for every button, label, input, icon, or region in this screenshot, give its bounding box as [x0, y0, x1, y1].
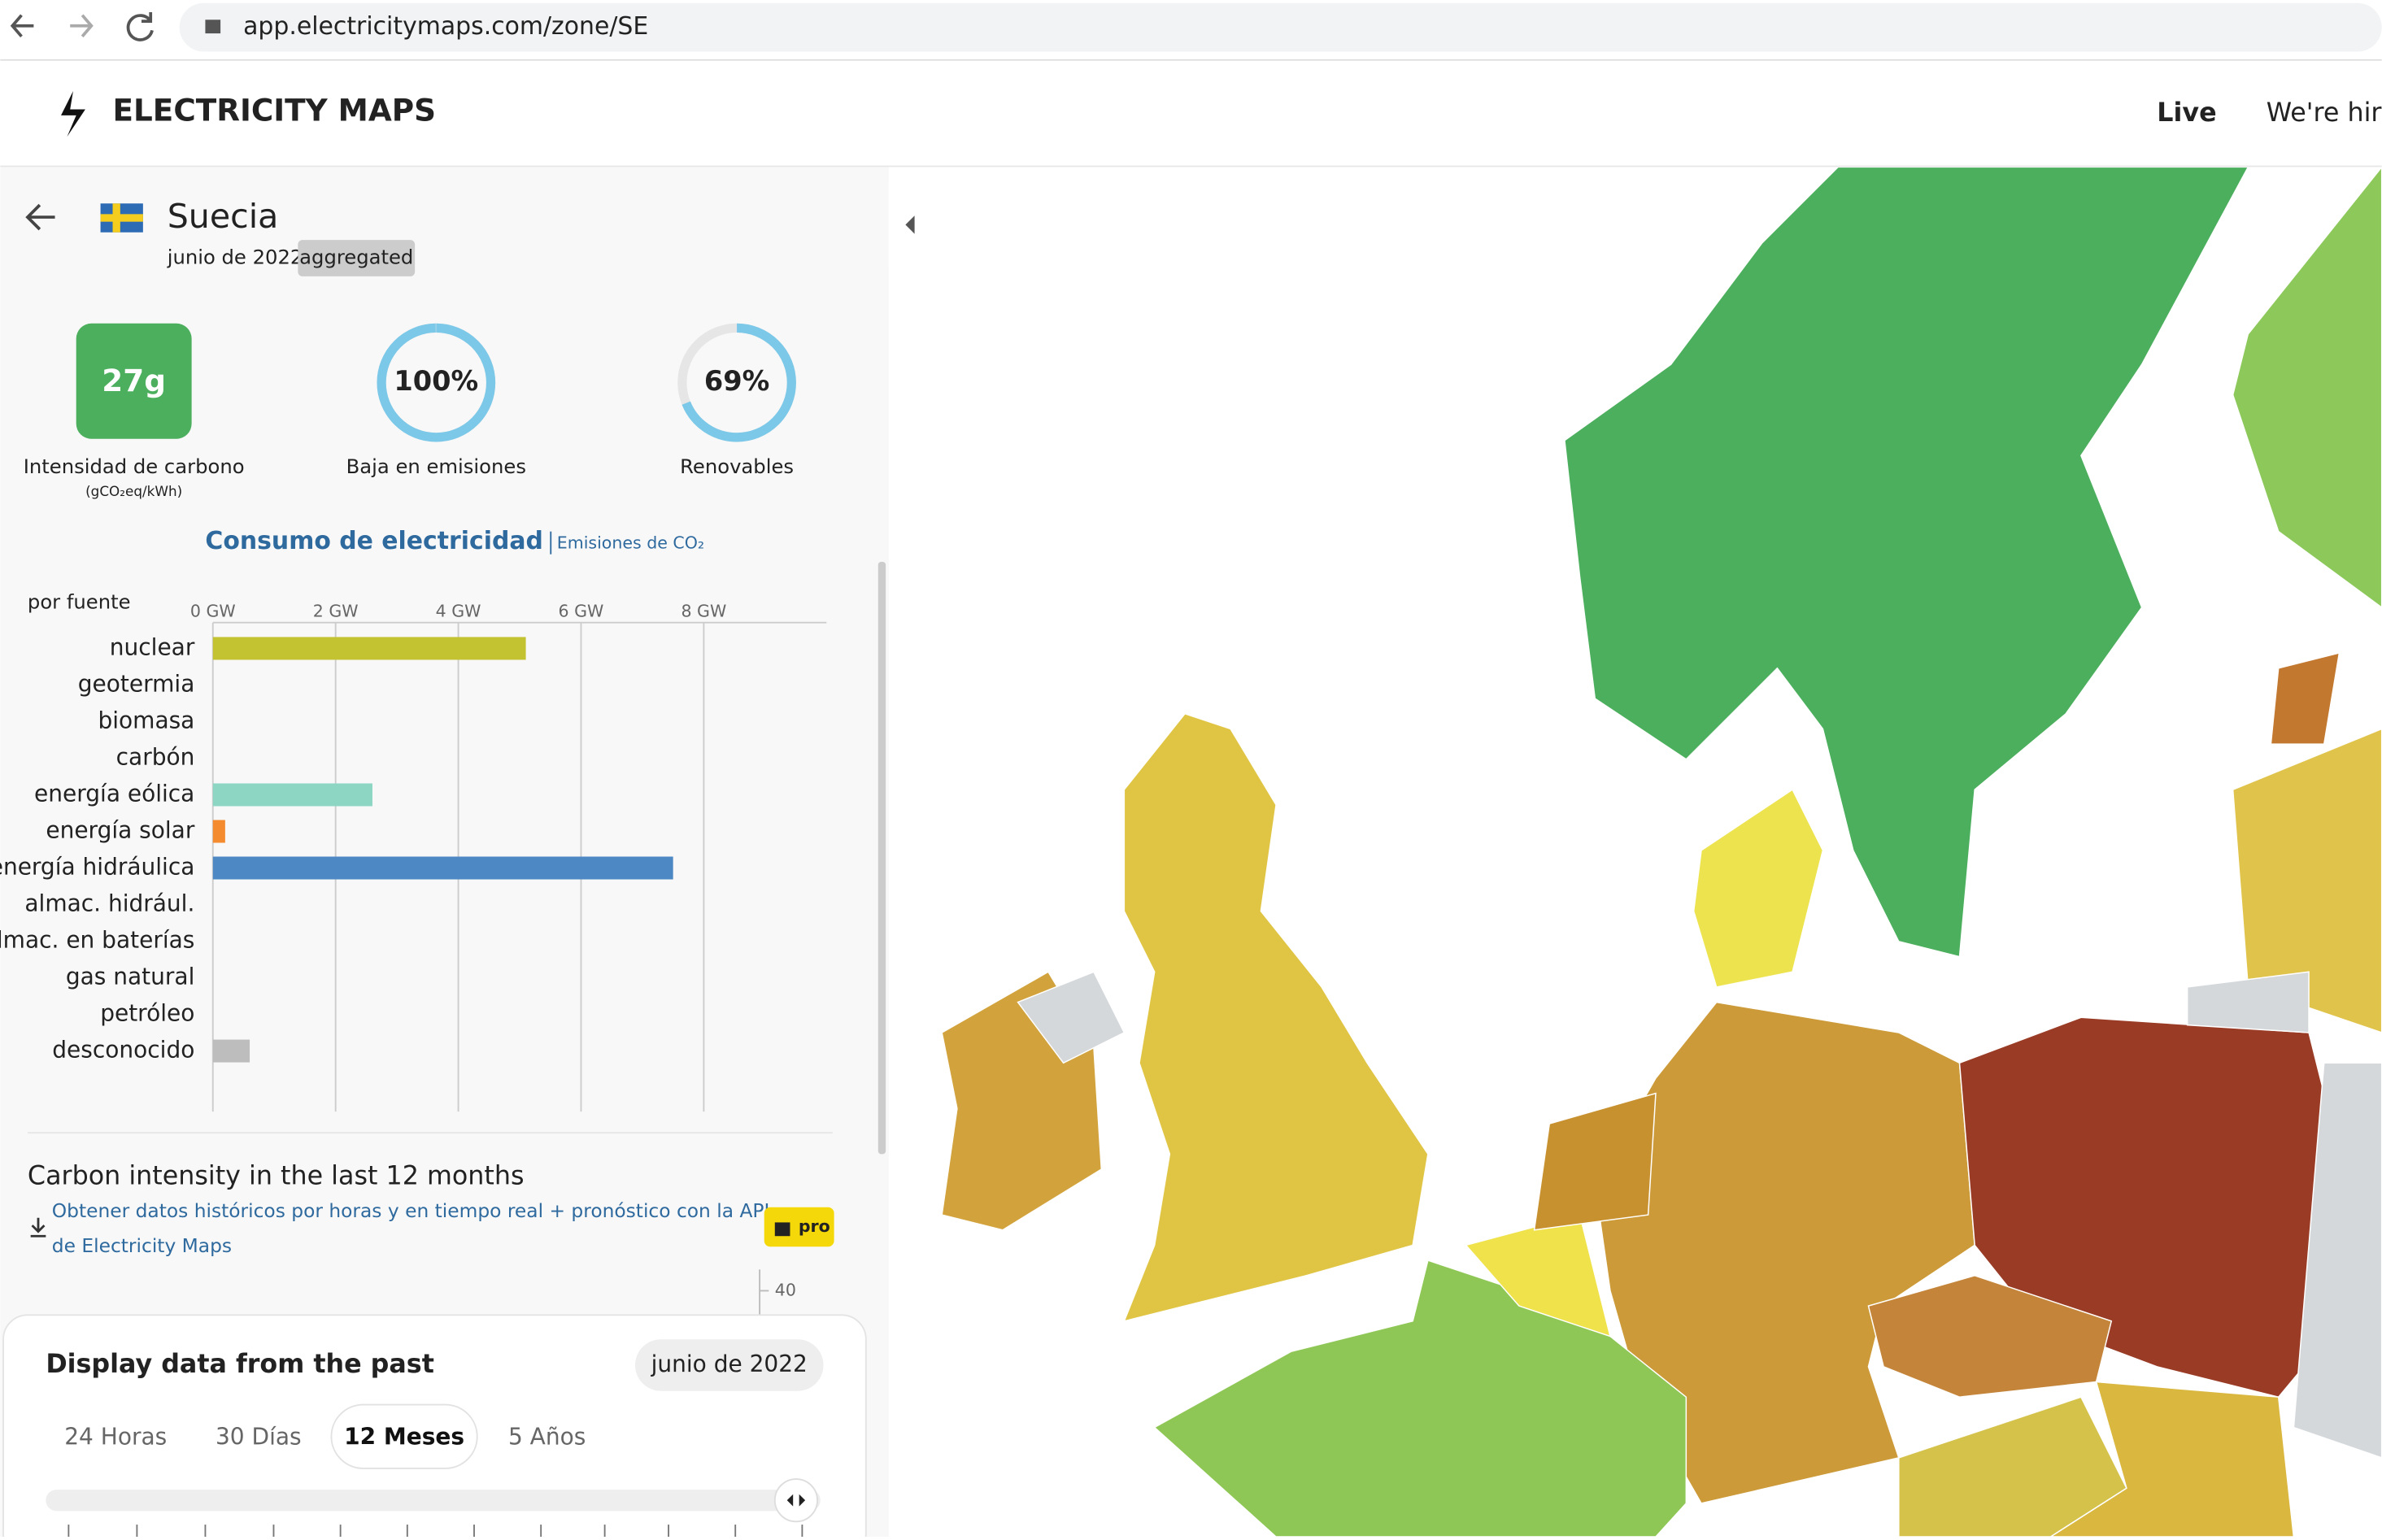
slider-knob[interactable]: [773, 1478, 819, 1523]
slider-ticks: [67, 1525, 803, 1537]
category-label: energía eólica: [34, 780, 194, 807]
bar: [212, 856, 673, 880]
bar: [212, 783, 372, 807]
tab[interactable]: Emisiones de CO₂: [557, 533, 704, 553]
x-tick-label: 6 GW: [559, 602, 604, 621]
api-link[interactable]: de Electricity Maps: [52, 1234, 232, 1257]
metric-value: 69%: [704, 365, 769, 397]
country-scandinavia[interactable]: [1564, 166, 2249, 958]
pro-text: pro: [799, 1216, 830, 1236]
brand[interactable]: ELECTRICITY MAPS: [113, 93, 437, 128]
api-link[interactable]: Obtener datos históricos por horas y en …: [52, 1199, 770, 1222]
zone-date: junio de 2022: [167, 245, 303, 268]
country-uk[interactable]: [1123, 712, 1429, 1322]
metric-name: Baja en emisiones: [346, 455, 526, 478]
x-tick-label: 4 GW: [436, 602, 481, 621]
panel-title: Display data from the past: [46, 1350, 434, 1379]
chart-subtitle: por fuente: [28, 589, 131, 613]
metric-name: Intensidad de carbono: [24, 455, 245, 478]
date-pill[interactable]: [634, 1339, 824, 1391]
url-field[interactable]: [179, 2, 2382, 52]
nav-link[interactable]: Live: [2157, 98, 2216, 128]
back-arrow[interactable]: [25, 203, 55, 231]
country-latvia[interactable]: [2270, 652, 2341, 745]
time-option[interactable]: 5 Años: [508, 1424, 586, 1451]
back-button[interactable]: [10, 14, 34, 38]
flag-cross: [112, 203, 120, 233]
x-tick-label: 2 GW: [313, 602, 359, 621]
country-kaliningrad[interactable]: [2186, 971, 2310, 1033]
bar: [212, 1039, 250, 1063]
metric-unit: (gCO₂eq/kWh): [85, 483, 182, 499]
download-icon: [30, 1217, 46, 1238]
flag-cross: [100, 214, 143, 222]
country-denmark[interactable]: [1692, 789, 1824, 988]
category-label: almac. hidrául.: [24, 890, 194, 917]
x-tick-label: 0 GW: [190, 602, 236, 621]
badge: [298, 240, 416, 276]
category-label: energía solar: [46, 817, 194, 844]
badge-text: aggregated: [299, 245, 413, 268]
bar: [212, 820, 225, 843]
time-option[interactable]: 30 Días: [216, 1424, 302, 1451]
gauge-arc: [677, 323, 796, 442]
tab-active[interactable]: Consumo de electricidad: [205, 527, 542, 555]
category-label: biomasa: [98, 707, 194, 733]
country-finland[interactable]: [2232, 165, 2382, 609]
brand-logo[interactable]: [61, 91, 85, 137]
date-text: junio de 2022: [651, 1351, 808, 1377]
metric-name: Renovables: [680, 455, 794, 478]
slider-track[interactable]: [46, 1490, 821, 1512]
gauge-arc: [377, 323, 496, 442]
url: app.electricitymaps.com/zone/SE: [243, 12, 648, 41]
lock-icon: [774, 1222, 790, 1237]
category-label: petróleo: [100, 1000, 194, 1027]
site-header: [0, 60, 2382, 167]
country-ni[interactable]: [1017, 971, 1126, 1064]
metric-value: 100%: [394, 365, 478, 397]
knob-icon: [786, 1494, 806, 1507]
x-tick-label: 8 GW: [681, 602, 726, 621]
category-label: geotermia: [78, 670, 195, 697]
collapse-icon: [905, 215, 915, 234]
reload-button[interactable]: [126, 11, 154, 41]
section-title: Carbon intensity in the last 12 months: [28, 1161, 525, 1190]
category-label: almac. en baterías: [0, 927, 194, 954]
category-label: carbón: [116, 743, 195, 770]
scrollbar[interactable]: [877, 562, 886, 1155]
carbon-box: [76, 323, 192, 439]
category-label: nuclear: [110, 633, 195, 660]
country-germany[interactable]: [1594, 1001, 1975, 1504]
category-label: desconocido: [52, 1037, 194, 1064]
metric-value: 27g: [102, 363, 166, 398]
category-label: gas natural: [66, 964, 195, 990]
country-netherlands[interactable]: [1533, 1092, 1657, 1231]
time-option[interactable]: 24 Horas: [64, 1424, 167, 1451]
y-tick-label: 40: [775, 1280, 796, 1299]
lock-icon: [205, 20, 221, 34]
nav-link[interactable]: We're hiri: [2267, 98, 2382, 128]
time-option[interactable]: 12 Meses: [344, 1424, 464, 1451]
category-label: energía hidráulica: [0, 854, 194, 881]
bar: [212, 637, 526, 660]
pro-badge[interactable]: [764, 1207, 834, 1247]
forward-button[interactable]: [70, 14, 94, 38]
map[interactable]: [941, 165, 2382, 1538]
zone-name: Suecia: [168, 197, 279, 236]
option-active[interactable]: [330, 1403, 478, 1469]
